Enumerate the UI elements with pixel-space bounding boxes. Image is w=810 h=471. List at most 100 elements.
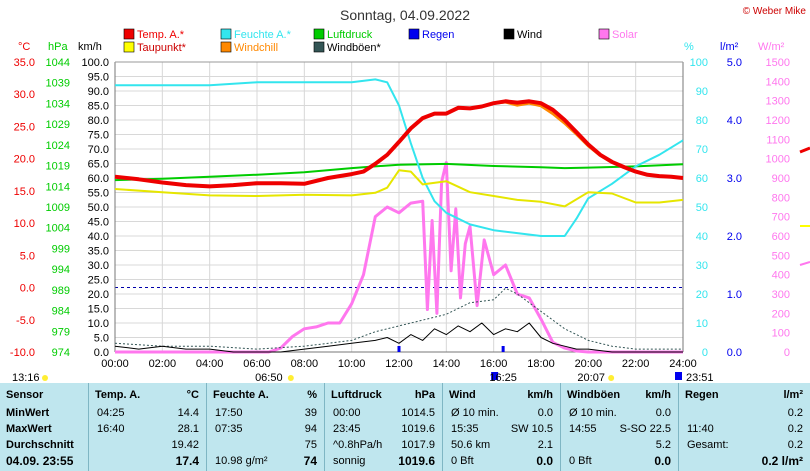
rain-marker <box>397 346 401 352</box>
stats-row: Gesamt: 0.2 <box>679 437 810 454</box>
tick-pressure: 1034 <box>46 98 70 110</box>
stats-cell-value: 0.2 <box>787 439 803 451</box>
tick-time: 08:00 <box>291 358 319 370</box>
tick-humidity: 80 <box>696 115 708 127</box>
tick-wind: 85.0 <box>88 101 109 113</box>
tick-wind: 40.0 <box>88 231 109 243</box>
legend-swatch <box>123 28 135 40</box>
axes: 35.0 30.0 25.0 20.0 15.0 10.0 5.0 0.0 -5.0 -10.0 1… <box>10 57 790 370</box>
tick-time: 20:00 <box>575 358 603 370</box>
stats-cell-info: 16:40 <box>97 423 125 435</box>
stats-header-unit: km/h <box>527 389 553 401</box>
tick-time: 12:00 <box>385 358 413 370</box>
unit-solar: W/m² <box>758 41 785 53</box>
stats-column: Regen l/m² 0.2 11:40 0.2 Gesamt: 0.2 0.2 l/m² <box>678 383 810 471</box>
stats-header-unit: % <box>307 389 317 401</box>
stats-cell-value: 28.1 <box>177 423 199 435</box>
grid <box>114 61 684 353</box>
tick-wind: 50.0 <box>88 202 109 214</box>
series-line <box>115 78 684 237</box>
tick-pressure: 1044 <box>46 57 70 69</box>
stats-cell-info: 15:35 <box>451 423 479 435</box>
stats-column: Temp. A. °C 04:25 14.4 16:40 28.1 19.42 17.4 <box>88 383 207 471</box>
stats-row: 0.2 <box>679 405 810 422</box>
tick-pressure: 1004 <box>46 223 70 235</box>
stats-row: 11:40 0.2 <box>679 421 810 438</box>
stats-row-label: MaxWert <box>6 423 52 435</box>
series-line <box>114 99 684 189</box>
stats-cell-value: S-SO 22.5 <box>619 423 671 435</box>
unit-humidity: % <box>684 41 694 53</box>
stats-cell-value: 14.4 <box>177 407 199 419</box>
stats-cell-value: 17.4 <box>175 454 199 468</box>
stats-row: sonnig 1019.6 <box>325 453 443 470</box>
tick-temp: 20.0 <box>14 154 35 166</box>
tick-solar: 800 <box>772 192 790 204</box>
tick-humidity: 40 <box>696 231 708 243</box>
sunset-icon <box>608 375 615 381</box>
stats-row: 14:55 S-SO 22.5 <box>561 421 679 438</box>
stats-row: 10.98 g/m² 74 <box>207 453 325 470</box>
stats-row: 04:25 14.4 <box>89 405 207 422</box>
tick-solar: 400 <box>772 270 790 282</box>
tick-pressure: 1009 <box>46 202 70 214</box>
tick-pressure: 1019 <box>46 161 70 173</box>
legend-swatch <box>503 28 515 40</box>
copyright-label: © Weber Mike <box>743 6 807 17</box>
tick-solar: 200 <box>772 308 790 320</box>
tick-wind: 65.0 <box>88 159 109 171</box>
tick-temp: 25.0 <box>14 121 35 133</box>
tick-wind: 30.0 <box>88 260 109 272</box>
stats-row: MinWert <box>0 405 88 422</box>
legend: Temp. A.* Feuchte A.* Luftdruck Regen Wind So… <box>123 28 638 54</box>
stats-header: Luftdruck hPa <box>325 387 443 404</box>
tick-wind: 55.0 <box>88 188 109 200</box>
tick-solar: 1400 <box>766 76 790 88</box>
stats-cell-info: 14:55 <box>569 423 597 435</box>
tick-pressure: 984 <box>52 306 70 318</box>
sunrise-label: 06:50 <box>255 372 283 383</box>
stats-cell-value: 5.2 <box>655 439 671 451</box>
stats-row: Ø 10 min. 0.0 <box>561 405 679 422</box>
stats-column: Windböen km/h Ø 10 min. 0.0 14:55 S-SO 22.5 5.… <box>560 383 679 471</box>
stats-row: 17:50 39 <box>207 405 325 422</box>
stats-row: 15:35 SW 10.5 <box>443 421 561 438</box>
tick-humidity: 20 <box>696 289 708 301</box>
tick-pressure: 1029 <box>46 119 70 131</box>
stats-row-label: 04.09. 23:55 <box>6 454 74 468</box>
stats-cell-value: 0.2 l/m² <box>761 454 803 468</box>
series-line <box>114 169 684 208</box>
sunset-label: 20:07 <box>577 372 605 383</box>
stats-cell-value: 1019.6 <box>398 454 435 468</box>
tick-solar: 1300 <box>766 96 790 108</box>
sun-icon <box>42 375 48 381</box>
tick-wind: 10.0 <box>88 318 109 330</box>
tick-temp: -10.0 <box>10 347 35 359</box>
tick-pressure: 1014 <box>46 181 70 193</box>
edge-solar <box>799 261 810 266</box>
tick-solar: 700 <box>772 212 790 224</box>
tick-humidity: 60 <box>696 173 708 185</box>
series-line <box>114 162 684 182</box>
stats-header-title: Regen <box>685 389 719 401</box>
stats-cell-value: 0.2 <box>787 407 803 419</box>
tick-wind: 60.0 <box>88 173 109 185</box>
unit-wind: km/h <box>78 41 102 53</box>
stats-cell-value: SW 10.5 <box>510 423 553 435</box>
legend-swatch <box>313 28 325 40</box>
unit-rain: l/m² <box>720 41 739 53</box>
tick-wind: 0.0 <box>94 347 109 359</box>
tick-wind: 15.0 <box>88 304 109 316</box>
tick-time: 02:00 <box>149 358 177 370</box>
legend-label: Solar <box>612 29 638 41</box>
tick-wind: 80.0 <box>88 115 109 127</box>
tick-humidity: 10 <box>696 318 708 330</box>
stats-header-unit: l/m² <box>783 389 803 401</box>
wind-max-icon <box>491 372 499 380</box>
stats-cell-info: 11:40 <box>687 423 714 435</box>
tick-time: 24:00 <box>669 358 697 370</box>
legend-swatch <box>598 28 610 40</box>
legend-swatch <box>313 41 325 53</box>
stats-header-title: Feuchte A. <box>213 389 269 401</box>
series-line <box>114 287 683 350</box>
